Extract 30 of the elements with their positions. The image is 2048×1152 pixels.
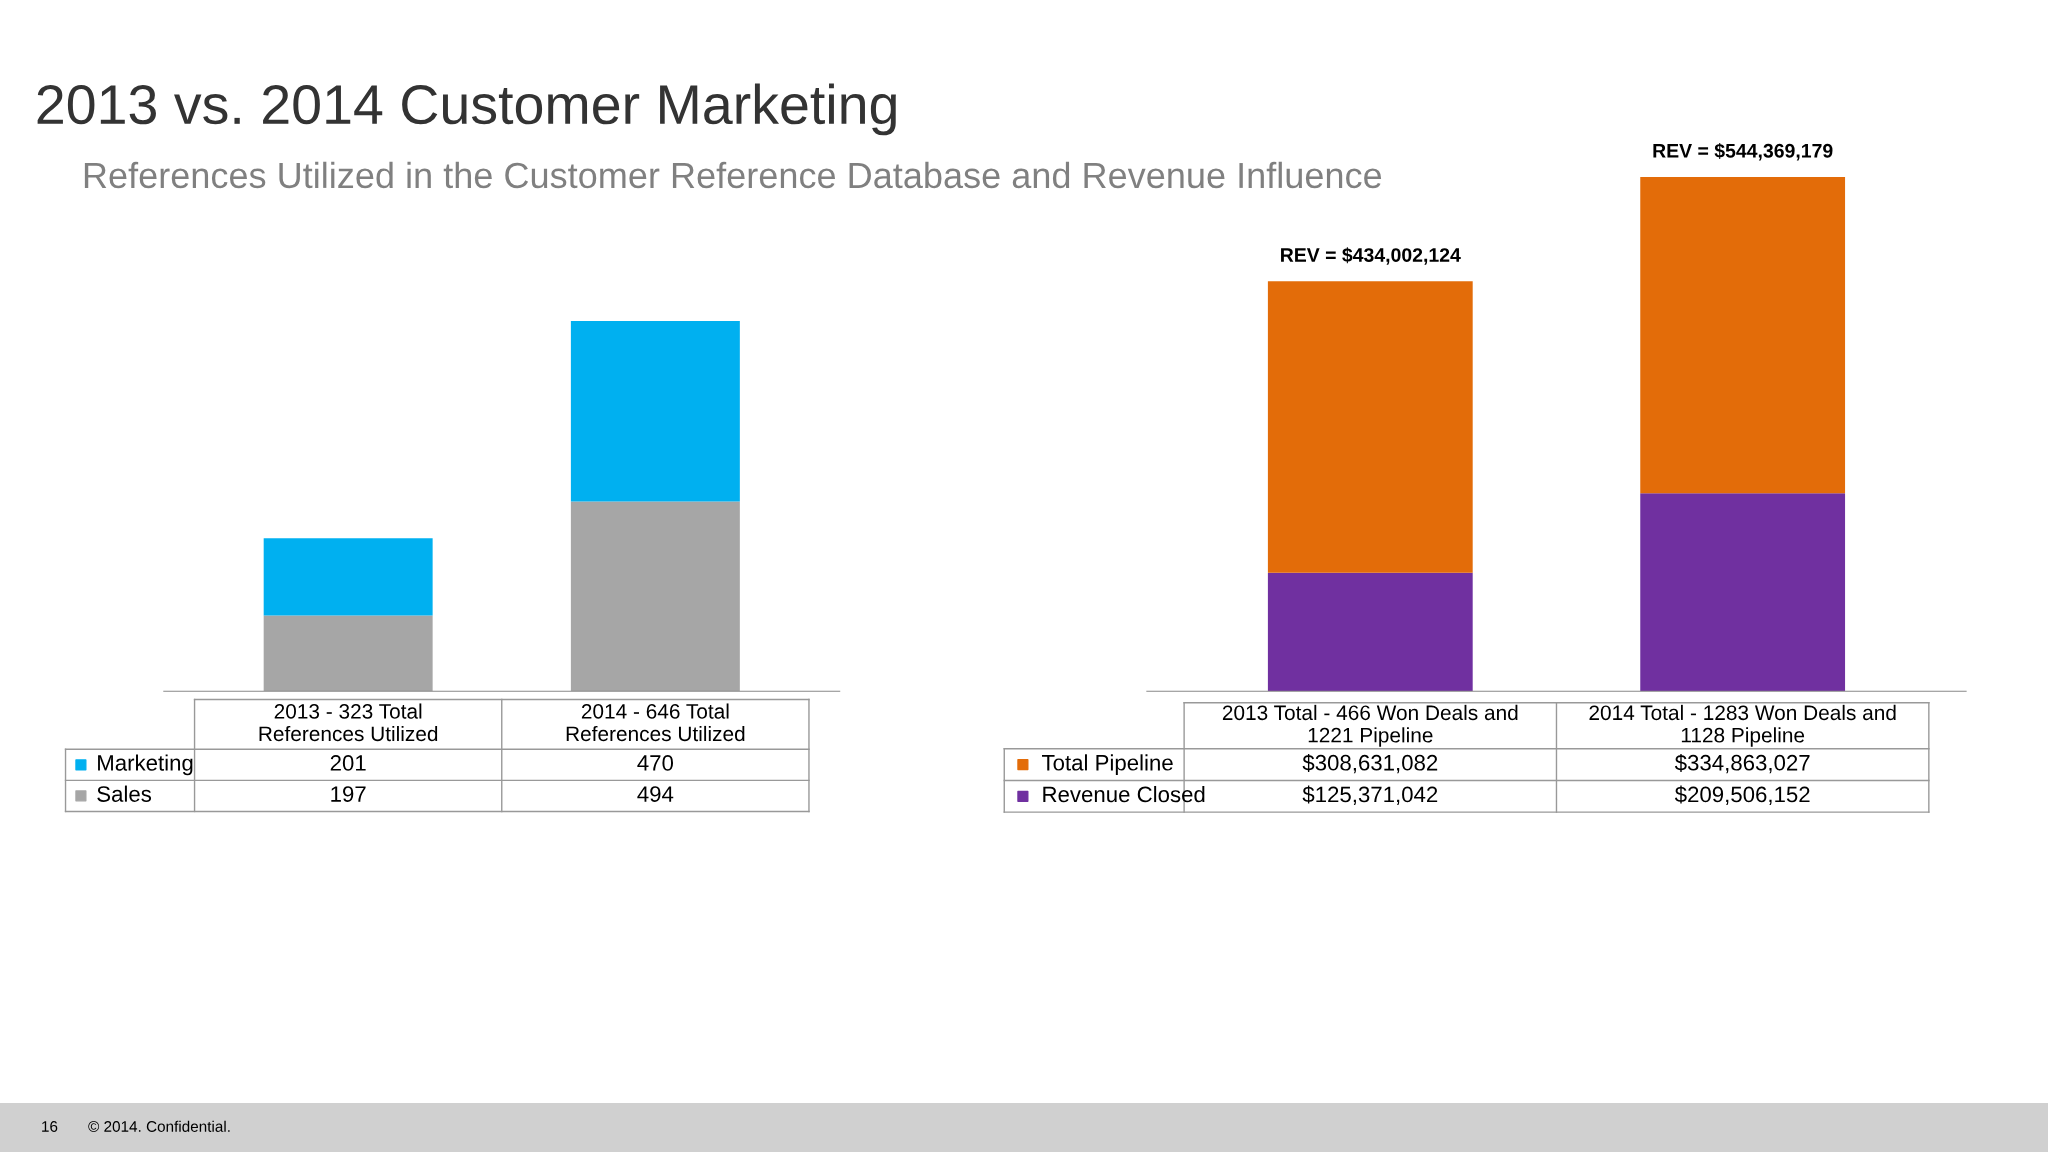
x-tick-label: 2014 Total - 1283 Won Deals and 1128 Pipeline <box>1589 704 1896 747</box>
chart-subtitle: References Utilized in the Customer Reference Database and Revenue Influence <box>84 161 1382 189</box>
data-label: $334,863,027 <box>1674 753 1810 774</box>
x-tick-label: 2013 - 323 Total References Utilized <box>259 703 438 742</box>
legend-label: Total Pipeline <box>1042 754 1173 775</box>
bar <box>263 538 433 616</box>
text: © 2014. Confidential. <box>88 1120 230 1132</box>
bar <box>1267 281 1473 573</box>
legend-label: Marketing <box>98 754 193 776</box>
total-label: REV = $544,369,179 <box>1653 143 1833 161</box>
text: 16 <box>42 1121 58 1132</box>
data-label: $308,631,082 <box>1302 753 1438 774</box>
data-label: 197 <box>331 786 366 802</box>
x-tick-label: 2014 - 646 Total References Utilized <box>566 703 745 742</box>
data-label: 201 <box>330 755 366 771</box>
chart-title: 2013 vs. 2014 Customer Marketing <box>37 83 896 136</box>
data-label: $125,371,042 <box>1302 785 1438 805</box>
data-label: 494 <box>637 786 674 802</box>
data-label: $209,506,152 <box>1674 785 1810 805</box>
legend-label: Revenue Closed <box>1043 785 1205 803</box>
bar <box>1640 493 1846 692</box>
x-tick-label: 2013 Total - 466 Won Deals and 1221 Pipeline <box>1222 704 1518 747</box>
total-label: REV = $434,002,124 <box>1281 247 1461 265</box>
legend-label: Sales <box>97 785 152 802</box>
bar <box>570 501 740 692</box>
data-label: 470 <box>637 755 674 771</box>
bar <box>263 615 433 692</box>
bar <box>1267 572 1473 692</box>
bar <box>570 320 740 502</box>
bar <box>1640 176 1846 494</box>
